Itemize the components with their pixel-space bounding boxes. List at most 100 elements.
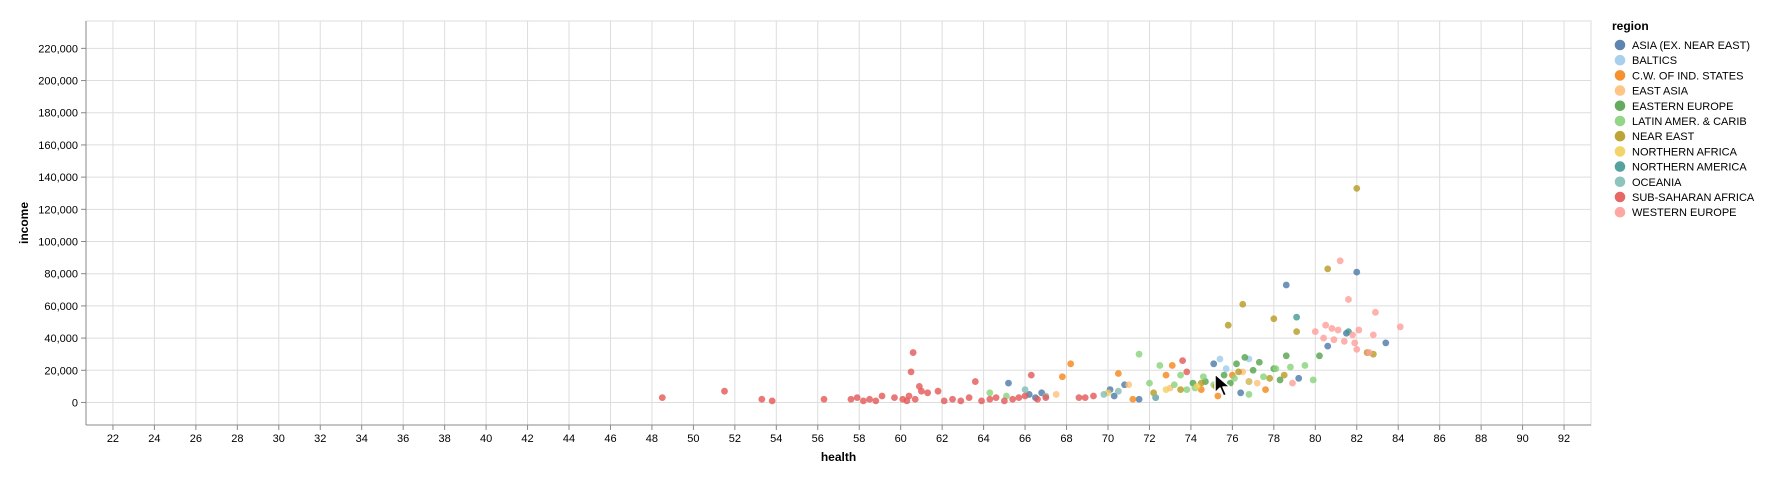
data-point [1282, 352, 1290, 360]
x-tick-label: 36 [397, 433, 409, 445]
data-point [1322, 321, 1330, 329]
x-tick-label: 88 [1475, 433, 1487, 445]
data-point [1272, 365, 1280, 373]
x-tick-label: 52 [729, 433, 741, 445]
data-point [859, 397, 867, 405]
data-point [1146, 379, 1153, 387]
x-tick-label: 64 [977, 433, 989, 445]
data-point [1177, 371, 1184, 379]
x-tick-label: 90 [1516, 433, 1528, 445]
data-point [1369, 331, 1377, 339]
data-point [1125, 381, 1133, 389]
data-point [1075, 394, 1083, 402]
legend-swatch [1614, 130, 1626, 142]
y-tick-label: 40,000 [44, 333, 78, 345]
data-point [1005, 379, 1012, 387]
mouse-cursor-icon [1214, 373, 1231, 397]
data-point [940, 397, 948, 405]
x-tick-label: 38 [439, 433, 451, 445]
data-point [1015, 394, 1023, 402]
legend-swatch [1614, 146, 1626, 157]
x-tick-label: 74 [1185, 433, 1197, 445]
data-point [978, 397, 985, 405]
legend-label: SUB-SAHARAN AFRICA [1632, 192, 1755, 204]
legend-label: EAST ASIA [1632, 86, 1689, 98]
x-tick-label: 62 [936, 433, 948, 445]
data-point [1270, 315, 1278, 323]
legend-label: NEAR EAST [1632, 131, 1695, 143]
points-layer [658, 184, 1404, 405]
data-point [1330, 336, 1338, 344]
data-point [971, 378, 979, 385]
data-point [1280, 371, 1288, 379]
data-point [1324, 342, 1332, 350]
data-point [909, 349, 917, 356]
data-point [907, 368, 915, 376]
x-tick-label: 24 [148, 433, 160, 445]
data-point [1183, 368, 1191, 376]
x-tick-label: 60 [895, 433, 907, 445]
data-point [1114, 387, 1122, 395]
x-tick-label: 34 [356, 433, 368, 445]
x-tick-label: 54 [770, 433, 782, 445]
y-tick-label: 20,000 [44, 365, 78, 377]
data-point [1214, 392, 1222, 400]
data-point [1253, 379, 1261, 387]
x-tick-label: 32 [314, 433, 326, 445]
x-tick-label: 42 [521, 433, 533, 445]
data-point [1000, 397, 1008, 405]
data-point [1287, 363, 1294, 371]
data-point [1210, 360, 1218, 368]
data-point [1355, 326, 1363, 334]
data-point [911, 395, 919, 403]
legend-label: LATIN AMER. & CARIB [1632, 116, 1747, 128]
legend-label: ASIA (EX. NEAR EAST) [1632, 40, 1750, 52]
data-point [1324, 265, 1332, 273]
data-point [1353, 184, 1361, 192]
data-point [1090, 392, 1097, 400]
data-point [992, 394, 1000, 402]
x-tick-label: 50 [687, 433, 699, 445]
y-tick-label: 140,000 [38, 172, 78, 184]
data-point [986, 395, 994, 403]
x-tick-label: 40 [480, 433, 492, 445]
data-point [1162, 371, 1170, 379]
data-point [965, 394, 973, 402]
data-point [891, 394, 898, 402]
data-point [1260, 373, 1267, 381]
data-point [1311, 328, 1319, 336]
data-point [934, 387, 942, 395]
data-point [1021, 392, 1029, 400]
data-point [1177, 386, 1184, 393]
data-point [1135, 350, 1143, 358]
data-point [924, 389, 932, 397]
x-tick-label: 68 [1060, 433, 1072, 445]
x-tick-label: 44 [563, 433, 575, 445]
data-point [1276, 376, 1284, 384]
data-point [1365, 349, 1373, 356]
x-tick-label: 26 [190, 433, 202, 445]
data-point [1353, 345, 1361, 353]
y-tick-label: 200,000 [38, 76, 78, 88]
x-tick-label: 80 [1309, 433, 1321, 445]
data-point [1237, 389, 1245, 397]
data-point [1301, 362, 1309, 369]
data-point [1179, 357, 1187, 365]
data-point [1241, 353, 1249, 361]
data-point [1042, 394, 1050, 402]
data-point [1231, 374, 1238, 382]
data-point [1239, 300, 1247, 308]
x-tick-label: 82 [1351, 433, 1363, 445]
data-point [1168, 362, 1176, 369]
data-point [1222, 365, 1230, 373]
x-tick-label: 30 [273, 433, 285, 445]
data-point [949, 395, 956, 403]
data-point [1110, 392, 1118, 400]
data-point [957, 397, 965, 405]
data-point [1334, 326, 1342, 334]
data-point [1183, 386, 1191, 393]
data-point [1199, 373, 1207, 381]
data-point [1021, 386, 1029, 393]
